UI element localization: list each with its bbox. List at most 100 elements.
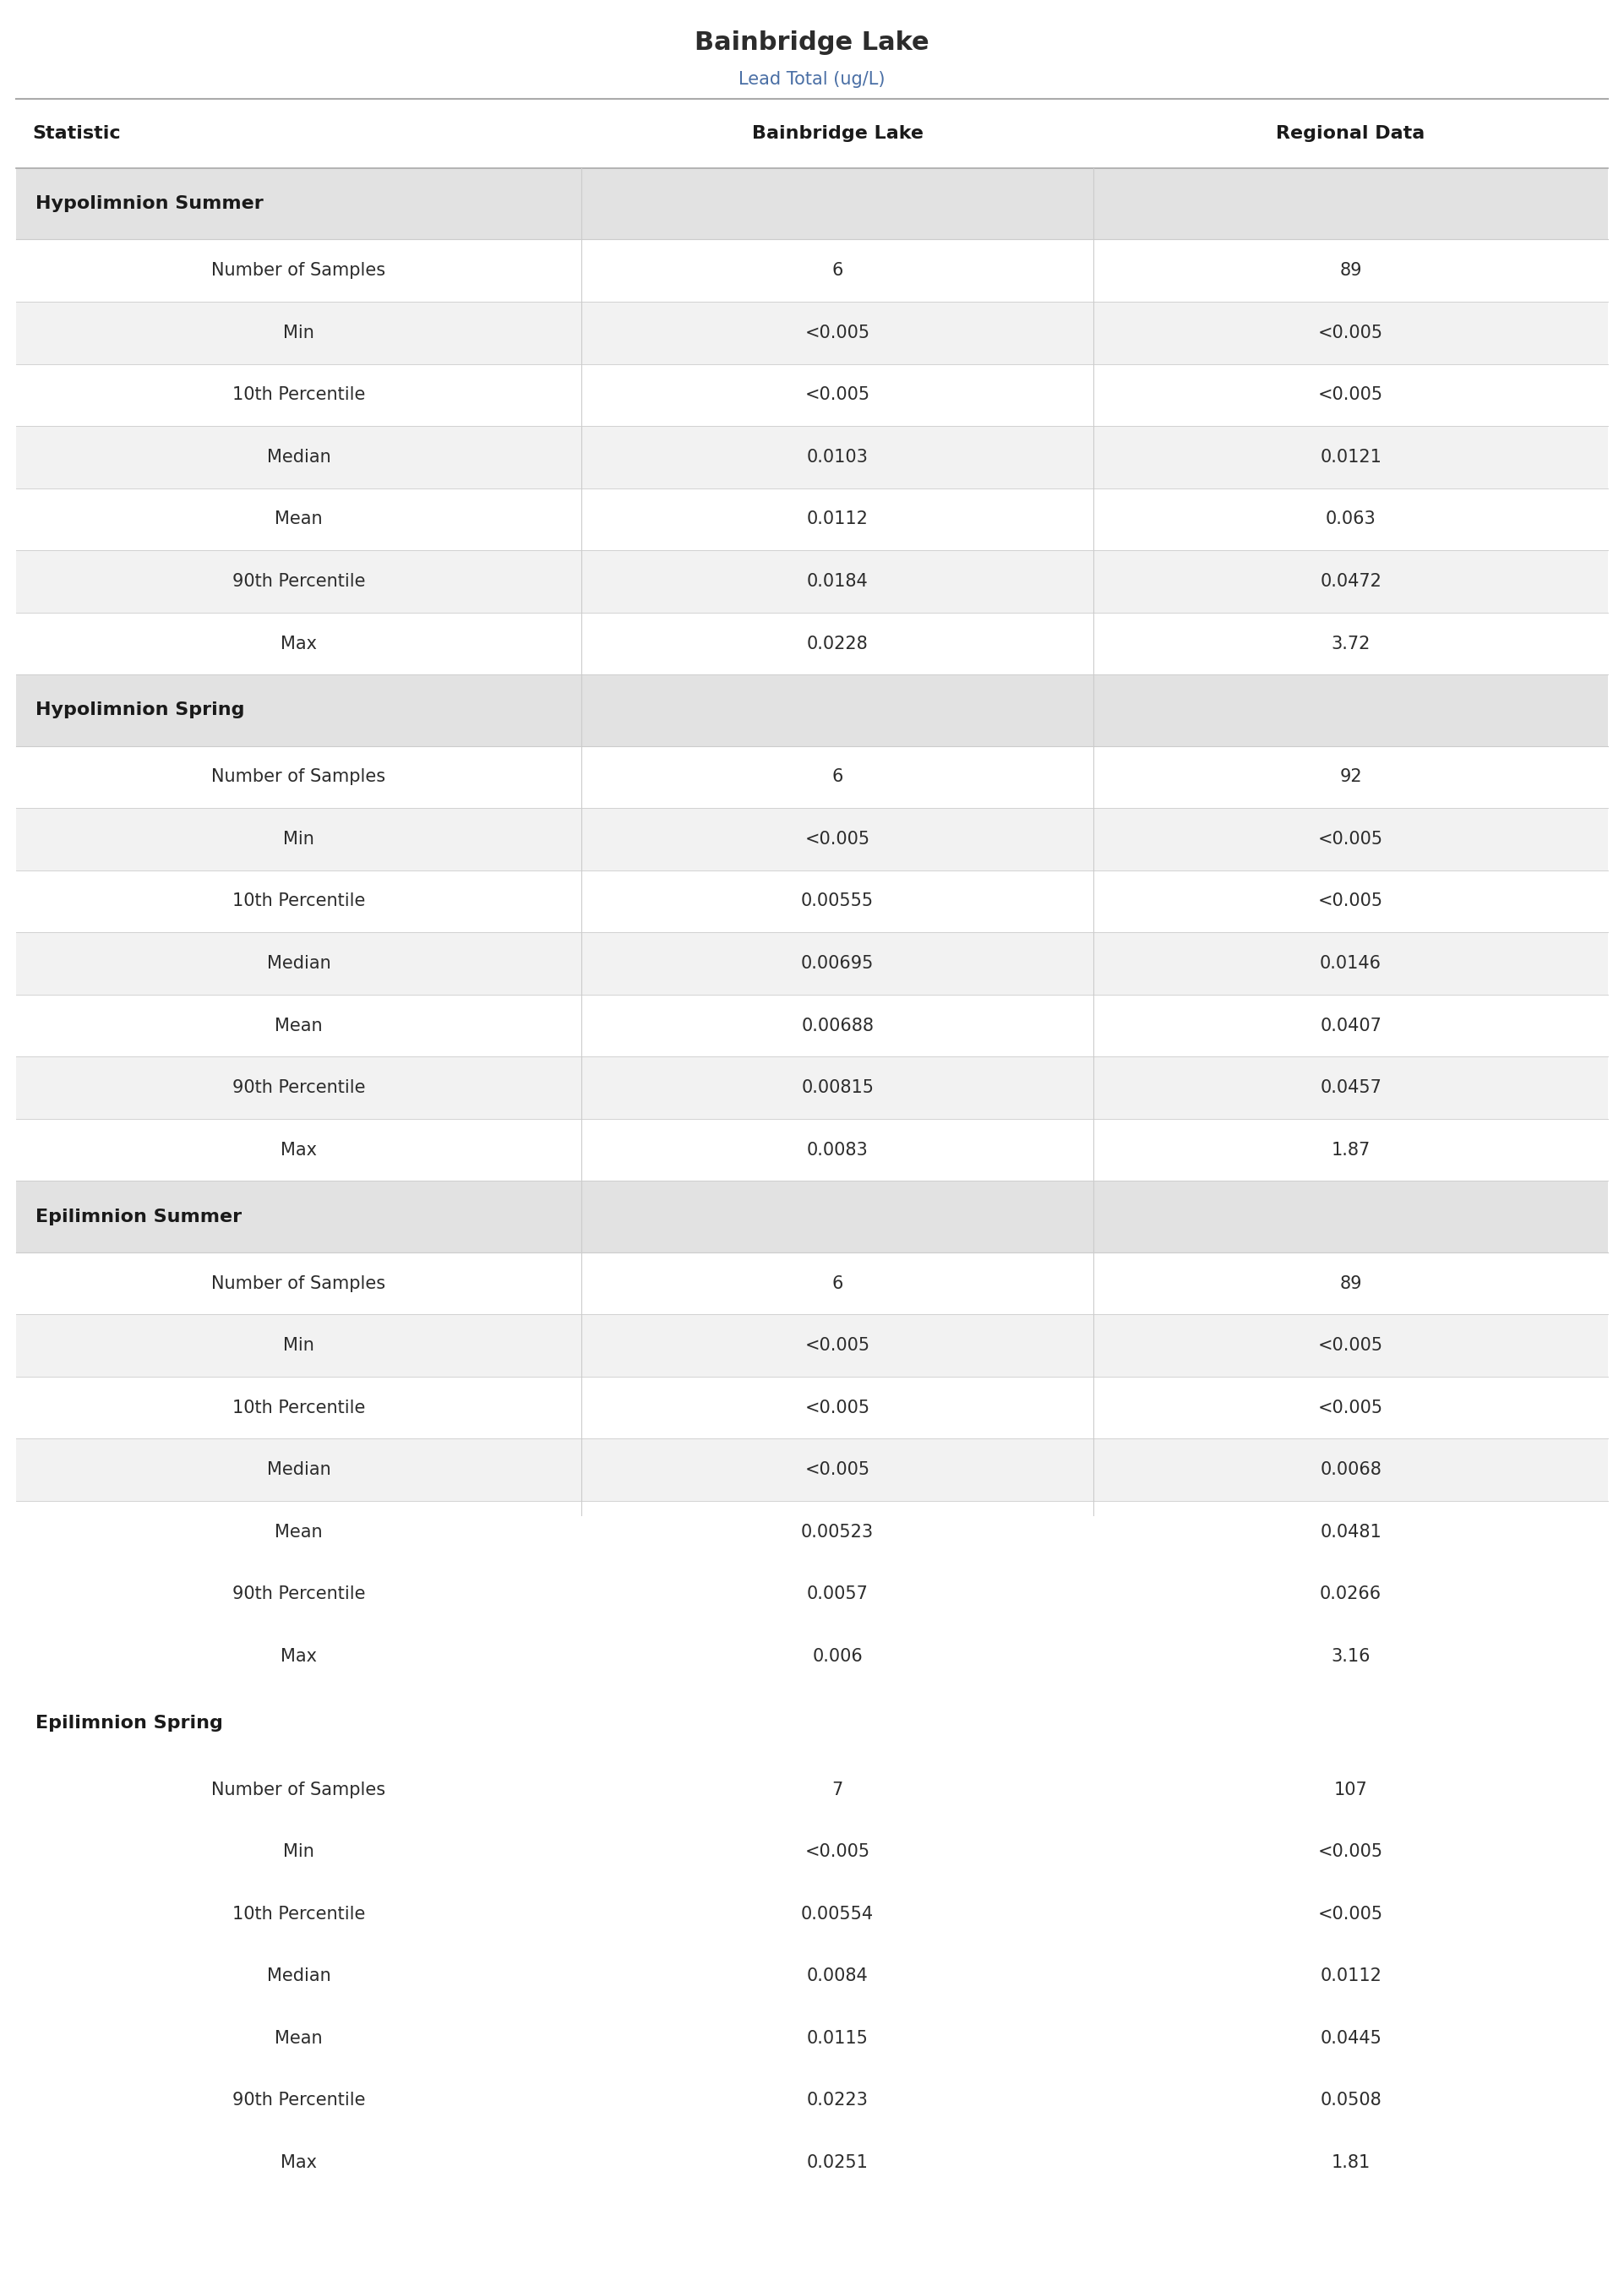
Text: 0.0223: 0.0223 [807, 2093, 869, 2109]
Text: 0.0084: 0.0084 [807, 1968, 869, 1984]
Text: 0.0228: 0.0228 [807, 636, 869, 651]
Text: 0.0266: 0.0266 [1320, 1587, 1382, 1603]
Bar [16, 1945, 1608, 2007]
Text: 0.063: 0.063 [1325, 511, 1376, 527]
Text: Epilimnion Summer: Epilimnion Summer [36, 1208, 242, 1226]
Text: 10th Percentile: 10th Percentile [232, 1905, 365, 1923]
Bar [16, 427, 1608, 488]
Text: 92: 92 [1340, 770, 1363, 785]
Text: 0.0146: 0.0146 [1320, 956, 1382, 972]
Text: 0.00523: 0.00523 [801, 1523, 874, 1541]
Text: Number of Samples: Number of Samples [211, 1276, 387, 1292]
Bar [16, 1687, 1608, 1759]
Text: <0.005: <0.005 [806, 325, 870, 340]
Text: Statistic: Statistic [32, 125, 120, 141]
Bar [16, 674, 1608, 747]
Bar [16, 1376, 1608, 1439]
Text: <0.005: <0.005 [1319, 325, 1384, 340]
Text: Min: Min [283, 325, 315, 340]
Text: 10th Percentile: 10th Percentile [232, 386, 365, 404]
Bar [16, 869, 1608, 933]
Text: Mean: Mean [274, 511, 323, 527]
Text: 0.00695: 0.00695 [801, 956, 874, 972]
Bar [16, 1564, 1608, 1625]
Bar [16, 1314, 1608, 1376]
Text: 0.00815: 0.00815 [801, 1078, 874, 1096]
Bar [16, 549, 1608, 613]
Text: Number of Samples: Number of Samples [211, 770, 387, 785]
Text: Median: Median [266, 956, 331, 972]
Text: <0.005: <0.005 [806, 1843, 870, 1861]
Bar [16, 1253, 1608, 1314]
Text: Mean: Mean [274, 1523, 323, 1541]
Bar [16, 613, 1608, 674]
Text: 0.0457: 0.0457 [1320, 1078, 1382, 1096]
Text: 10th Percentile: 10th Percentile [232, 892, 365, 910]
Text: 90th Percentile: 90th Percentile [232, 572, 365, 590]
Text: 0.00688: 0.00688 [801, 1017, 874, 1035]
Text: 0.0184: 0.0184 [807, 572, 869, 590]
Bar [16, 1180, 1608, 1253]
Bar [16, 98, 1608, 168]
Text: 89: 89 [1340, 261, 1363, 279]
Text: 0.006: 0.006 [812, 1648, 862, 1664]
Text: 0.0508: 0.0508 [1320, 2093, 1382, 2109]
Bar [16, 1625, 1608, 1687]
Text: 107: 107 [1333, 1782, 1367, 1798]
Text: <0.005: <0.005 [806, 386, 870, 404]
Text: Lead Total (ug/L): Lead Total (ug/L) [739, 70, 885, 89]
Text: <0.005: <0.005 [1319, 831, 1384, 847]
Bar [16, 488, 1608, 549]
Bar [16, 1500, 1608, 1564]
Text: 0.0481: 0.0481 [1320, 1523, 1382, 1541]
Text: Bainbridge Lake: Bainbridge Lake [752, 125, 922, 141]
Text: <0.005: <0.005 [1319, 892, 1384, 910]
Bar [16, 1058, 1608, 1119]
Text: Mean: Mean [274, 1017, 323, 1035]
Bar [16, 168, 1608, 241]
Text: <0.005: <0.005 [1319, 386, 1384, 404]
Text: Max: Max [281, 2154, 317, 2170]
Text: Min: Min [283, 831, 315, 847]
Text: 0.00554: 0.00554 [801, 1905, 874, 1923]
Text: Number of Samples: Number of Samples [211, 261, 387, 279]
Text: Hypolimnion Summer: Hypolimnion Summer [36, 195, 263, 213]
Text: <0.005: <0.005 [1319, 1398, 1384, 1416]
Text: Median: Median [266, 1462, 331, 1478]
Text: 0.0251: 0.0251 [807, 2154, 869, 2170]
Bar [16, 2132, 1608, 2193]
Text: 3.16: 3.16 [1332, 1648, 1371, 1664]
Text: 90th Percentile: 90th Percentile [232, 1078, 365, 1096]
Bar [16, 994, 1608, 1058]
Text: 0.0121: 0.0121 [1320, 449, 1382, 465]
Text: 0.0103: 0.0103 [807, 449, 869, 465]
Text: Mean: Mean [274, 2029, 323, 2048]
Bar [16, 1882, 1608, 1945]
Text: Max: Max [281, 1648, 317, 1664]
Text: 6: 6 [831, 1276, 843, 1292]
Text: 90th Percentile: 90th Percentile [232, 1587, 365, 1603]
Text: <0.005: <0.005 [806, 1462, 870, 1478]
Text: Max: Max [281, 636, 317, 651]
Bar [16, 302, 1608, 363]
Text: Number of Samples: Number of Samples [211, 1782, 387, 1798]
Text: 0.00555: 0.00555 [801, 892, 874, 910]
Text: 6: 6 [831, 261, 843, 279]
Bar [16, 1821, 1608, 1882]
Text: 6: 6 [831, 770, 843, 785]
Bar [16, 241, 1608, 302]
Text: <0.005: <0.005 [1319, 1843, 1384, 1861]
Text: 0.0083: 0.0083 [807, 1142, 869, 1158]
Text: <0.005: <0.005 [806, 1398, 870, 1416]
Text: Median: Median [266, 1968, 331, 1984]
Bar [16, 1439, 1608, 1500]
Text: 90th Percentile: 90th Percentile [232, 2093, 365, 2109]
Text: 0.0112: 0.0112 [1320, 1968, 1382, 1984]
Text: 7: 7 [831, 1782, 843, 1798]
Text: Hypolimnion Spring: Hypolimnion Spring [36, 701, 245, 720]
Text: 10th Percentile: 10th Percentile [232, 1398, 365, 1416]
Text: 0.0472: 0.0472 [1320, 572, 1382, 590]
Text: <0.005: <0.005 [806, 831, 870, 847]
Text: 0.0115: 0.0115 [807, 2029, 869, 2048]
Bar [16, 808, 1608, 869]
